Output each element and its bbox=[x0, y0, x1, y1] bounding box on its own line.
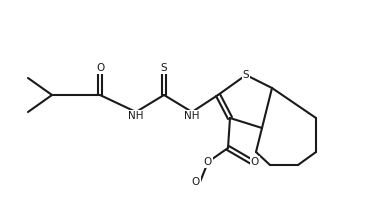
Text: S: S bbox=[243, 70, 249, 80]
Text: O: O bbox=[192, 177, 200, 187]
Text: O: O bbox=[251, 157, 259, 167]
Text: O: O bbox=[96, 63, 104, 73]
Text: NH: NH bbox=[128, 111, 144, 121]
Text: O: O bbox=[204, 157, 212, 167]
Text: NH: NH bbox=[184, 111, 200, 121]
Text: S: S bbox=[161, 63, 167, 73]
